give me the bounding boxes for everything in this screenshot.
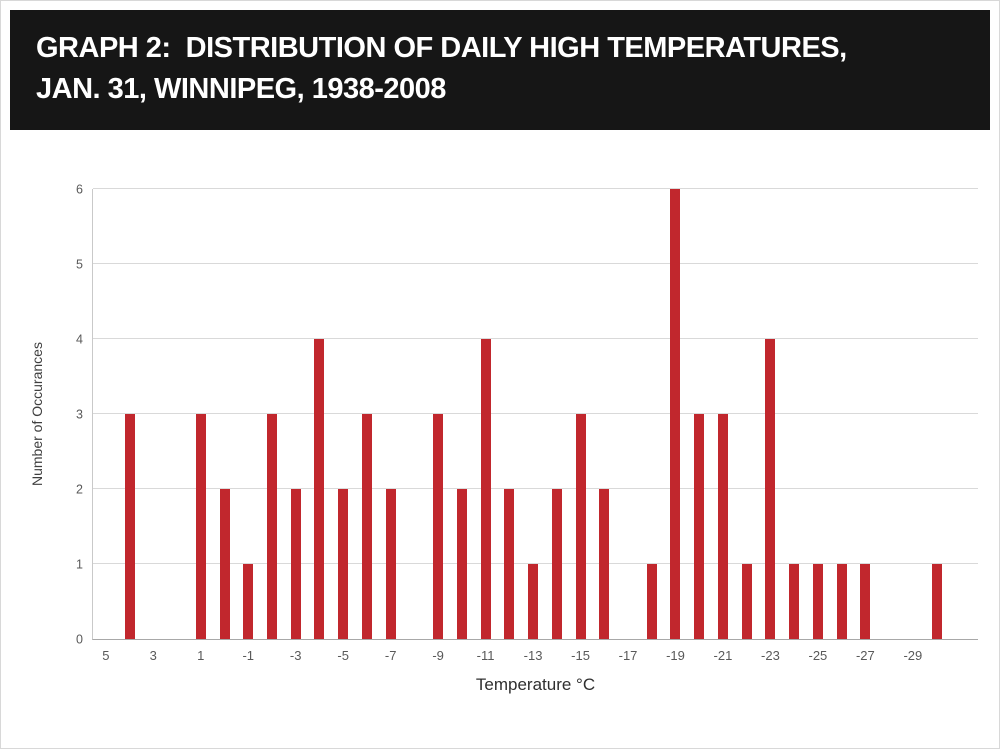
- bar: [266, 414, 277, 640]
- bar: [599, 489, 610, 640]
- y-tick-label: 5: [76, 257, 83, 272]
- graph-title-banner: GRAPH 2: DISTRIBUTION OF DAILY HIGH TEMP…: [10, 10, 990, 131]
- x-tick-label: -21: [713, 648, 733, 664]
- gridline: [93, 263, 978, 265]
- bar: [338, 489, 349, 640]
- bar: [385, 489, 396, 640]
- x-axis-title: Temperature °C: [475, 675, 596, 695]
- x-tick-label: -15: [571, 648, 590, 664]
- bar: [528, 564, 539, 640]
- x-tick-label: -19: [666, 648, 685, 664]
- x-tick-label: -13: [523, 648, 543, 664]
- bar: [575, 414, 586, 640]
- graph-title-line1: GRAPH 2: DISTRIBUTION OF DAILY HIGH TEMP…: [36, 32, 847, 64]
- x-tick-label: -27: [855, 648, 875, 664]
- x-tick-label: -11: [476, 648, 495, 664]
- x-tick-label: 5: [102, 648, 110, 664]
- bar: [243, 564, 254, 640]
- bar: [480, 339, 491, 640]
- y-tick-label: 0: [76, 632, 83, 647]
- bar: [361, 414, 372, 640]
- x-tick-label: -5: [337, 648, 349, 664]
- gridline: [93, 563, 978, 565]
- graph-title-line2: JAN. 31, WINNIPEG, 1938-2008: [36, 73, 446, 106]
- bar: [812, 564, 823, 640]
- bar: [551, 489, 562, 640]
- bar: [124, 414, 135, 640]
- gridline: [93, 413, 978, 415]
- bar: [290, 489, 301, 640]
- x-tick-label: -9: [432, 648, 444, 664]
- y-tick-label: 6: [76, 182, 83, 197]
- x-tick-label: -29: [903, 648, 923, 664]
- bar: [219, 489, 230, 640]
- bar: [789, 564, 800, 640]
- bar: [195, 414, 206, 640]
- plot-area: Temperature °C 0 1 2 3 4 5 6 5 3 1 -1 -3 -5 -7 -9 -11 -1…: [76, 183, 978, 694]
- y-axis-title: Number of Occurances: [29, 342, 45, 487]
- x-tick-label: -17: [618, 648, 638, 664]
- gridline: [93, 488, 978, 490]
- x-tick-label: -25: [808, 648, 828, 664]
- x-tick-label: 3: [149, 648, 157, 664]
- bar: [670, 189, 681, 640]
- bar-chart: Number of Occurances Temperature °C 0 1 2 3…: [10, 134, 990, 734]
- bar: [456, 489, 467, 640]
- y-tick-label: 1: [76, 557, 83, 572]
- bar: [860, 564, 871, 640]
- y-tick-label: 4: [76, 332, 83, 347]
- bar: [433, 414, 444, 640]
- bar: [646, 564, 657, 640]
- bar: [314, 339, 325, 640]
- x-tick-label: -3: [289, 648, 302, 664]
- bar: [694, 414, 705, 640]
- y-tick-label: 2: [76, 482, 83, 497]
- gridline: [93, 188, 978, 190]
- bar: [717, 414, 728, 640]
- bar: [765, 339, 776, 640]
- bar: [504, 489, 515, 640]
- y-tick-label: 3: [76, 407, 83, 422]
- bar: [931, 564, 942, 640]
- gridline: [93, 338, 978, 340]
- bar: [741, 564, 752, 640]
- bar: [836, 564, 847, 640]
- x-tick-label: -23: [761, 648, 780, 664]
- x-tick-label: 1: [197, 648, 205, 664]
- x-tick-label: -7: [384, 648, 397, 664]
- x-tick-label: -1: [242, 648, 255, 664]
